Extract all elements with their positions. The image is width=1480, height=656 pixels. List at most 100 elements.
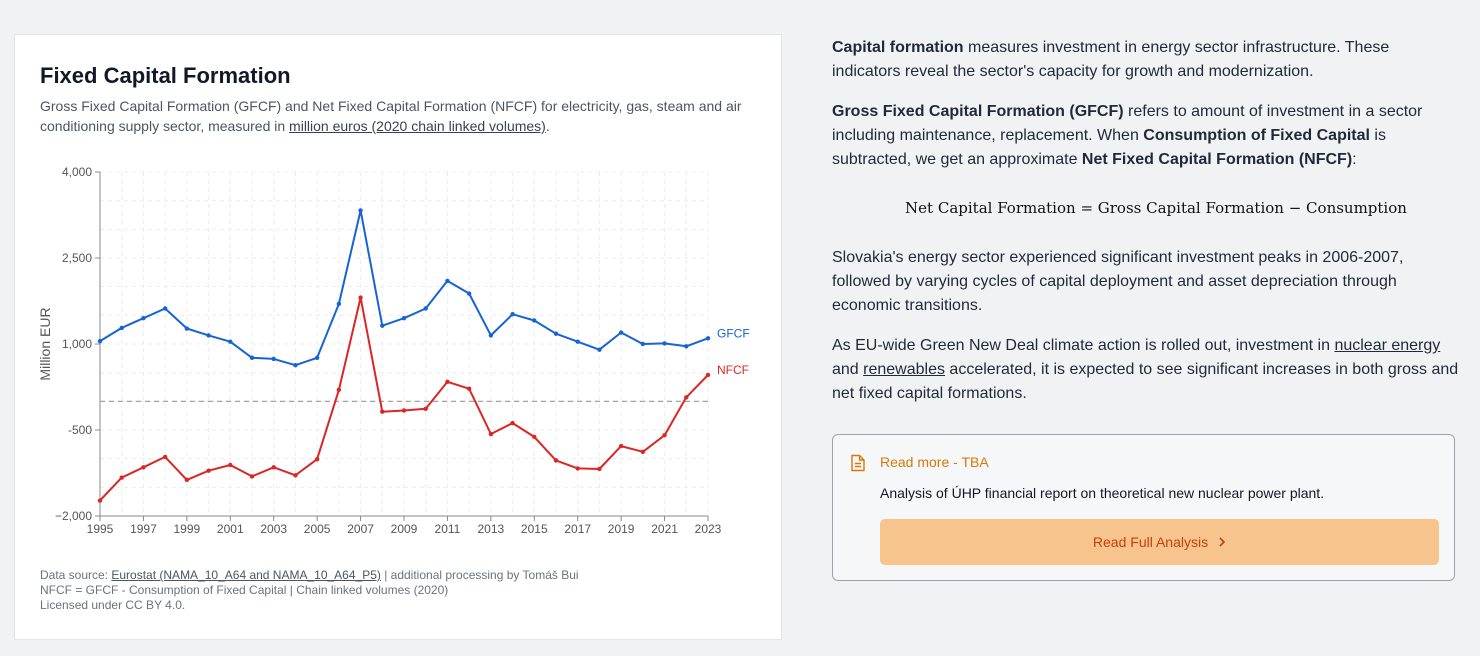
chevron-right-icon [1219,537,1226,547]
nfcf-data-point [575,466,580,471]
eurostat-link[interactable]: Eurostat (NAMA_10_A64 and NAMA_10_A64_P5… [111,568,381,582]
y-tick-label: 1,000 [62,337,92,351]
subtitle-end: . [545,118,550,134]
chart-footnote: Data source: Eurostat (NAMA_10_A64 and N… [40,568,579,613]
nfcf-data-point [445,379,450,385]
nfcf-data-point [293,473,298,478]
button-label: Read Full Analysis [1092,534,1209,550]
nfcf-data-point [597,466,602,472]
x-tick-label: 1997 [130,522,157,536]
gfcf-data-point [184,326,190,331]
term-consumption: Consumption of Fixed Capital [1143,127,1370,144]
nfcf-data-point [141,465,146,470]
chart-subtitle: Gross Fixed Capital Formation (GFCF) and… [40,96,755,136]
y-tick-label: 2,500 [62,251,92,265]
outlook-text-2: and [832,361,864,378]
outlook-text-1: As EU-wide Green New Deal climate action… [832,337,1335,354]
nfcf-data-point [206,468,211,473]
x-tick-label: 2015 [521,522,548,536]
gfcf-data-point [336,301,342,307]
term-gfcf: Gross Fixed Capital Formation (GFCF) [832,103,1124,120]
x-tick-label: 2009 [391,522,418,536]
gfcf-data-point [314,355,320,360]
callout-description: Analysis of ÚHP financial report on theo… [880,485,1325,501]
nfcf-data-point [618,443,624,449]
units-link[interactable]: million euros (2020 chain linked volumes… [289,118,546,134]
x-tick-label: 2007 [347,522,374,536]
chart-title: Fixed Capital Formation [40,63,291,88]
x-tick-label: 2021 [651,522,678,536]
x-tick-label: 1999 [174,522,201,536]
subtitle-text: Gross Fixed Capital Formation (GFCF) and… [40,98,742,134]
formula: Net Capital Formation = Gross Capital Fo… [905,199,1407,217]
term-nfcf: Net Fixed Capital Formation (NFCF) [1081,151,1353,168]
x-tick-label: 2001 [217,522,244,536]
nfcf-data-point [162,454,168,460]
nfcf-data-point [358,295,363,300]
nfcf-data-point [119,475,124,480]
nfcf-data-point [532,434,537,440]
definition-text-3: : [1352,151,1357,168]
definition-text-1: refers to amount of investment in a sect… [832,103,1423,144]
read-more-title: Read more - TBA [880,454,989,470]
gfcf-data-point [684,344,689,349]
gfcf-data-point [228,339,233,344]
outlook-paragraph: As EU-wide Green New Deal climate action… [832,334,1462,406]
nfcf-data-point [684,395,689,400]
gfcf-data-point [271,356,276,362]
y-axis-label: Million EUR [37,307,53,380]
source-label: Data source: [40,568,112,582]
read-full-analysis-button[interactable]: Read Full Analysis [880,519,1439,565]
nfcf-data-point [401,408,407,413]
gfcf-data-point [445,278,450,284]
gfcf-data-point [293,363,298,368]
gfcf-data-point [575,339,580,344]
renewables-link[interactable]: renewables [863,361,945,378]
processing-credit: | additional processing by Tomáš Bui [380,568,579,582]
y-tick-label: 4,000 [62,165,92,179]
nuclear-energy-link[interactable]: nuclear energy [1334,337,1441,354]
read-more-callout: Read more - TBA Analysis of ÚHP financia… [832,434,1455,581]
gfcf-data-point [597,347,602,352]
x-tick-label: 2013 [478,522,505,536]
nfcf-series-label: NFCF [717,363,749,377]
line-chart: −2,000 -500 1,000 2,500 4,000 1995 1997 1999 200… [37,165,750,536]
gfcf-data-point [401,316,407,321]
x-tick-label: 2011 [435,522,461,536]
license-note: Licensed under CC BY 4.0. [40,598,186,612]
x-tick-label: 2003 [260,522,287,536]
gfcf-data-point [705,336,711,341]
gfcf-data-point [640,341,646,347]
gfcf-data-point [380,323,385,328]
nfcf-data-point [488,431,494,437]
history-paragraph: Slovakia's energy sector experienced sig… [832,249,1404,314]
gfcf-data-point [119,325,124,331]
nfcf-data-point [466,386,472,391]
y-tick-label: −2,000 [55,509,92,523]
formula-note: NFCF = GFCF - Consumption of Fixed Capit… [40,583,449,597]
gfcf-data-point [618,330,624,335]
nfcf-data-point [380,409,385,414]
gfcf-data-point [532,318,537,323]
gfcf-data-point [358,208,363,213]
x-tick-label: 2019 [608,522,635,536]
gfcf-data-point [249,355,255,360]
gfcf-data-point [141,316,146,321]
gfcf-data-point [162,306,168,311]
gfcf-data-point [553,331,559,336]
gfcf-data-point [423,306,428,311]
nfcf-data-point [314,457,320,462]
y-tick-label: -500 [68,423,92,437]
intro-paragraph: Capital formation measures investment in… [832,36,1462,84]
explanation-text: Capital formation measures investment in… [832,36,1462,422]
nfcf-data-point [510,420,515,426]
nfcf-data-point [640,449,646,454]
x-tick-label: 2023 [695,522,722,536]
nfcf-data-point [184,477,190,483]
nfcf-data-point [97,498,103,503]
gfcf-series-label: GFCF [717,326,750,340]
nfcf-data-point [271,465,276,470]
definition-text-2: is subtracted, we get an approximate [832,127,1386,168]
nfcf-data-point [249,474,255,479]
nfcf-data-point [553,458,559,463]
